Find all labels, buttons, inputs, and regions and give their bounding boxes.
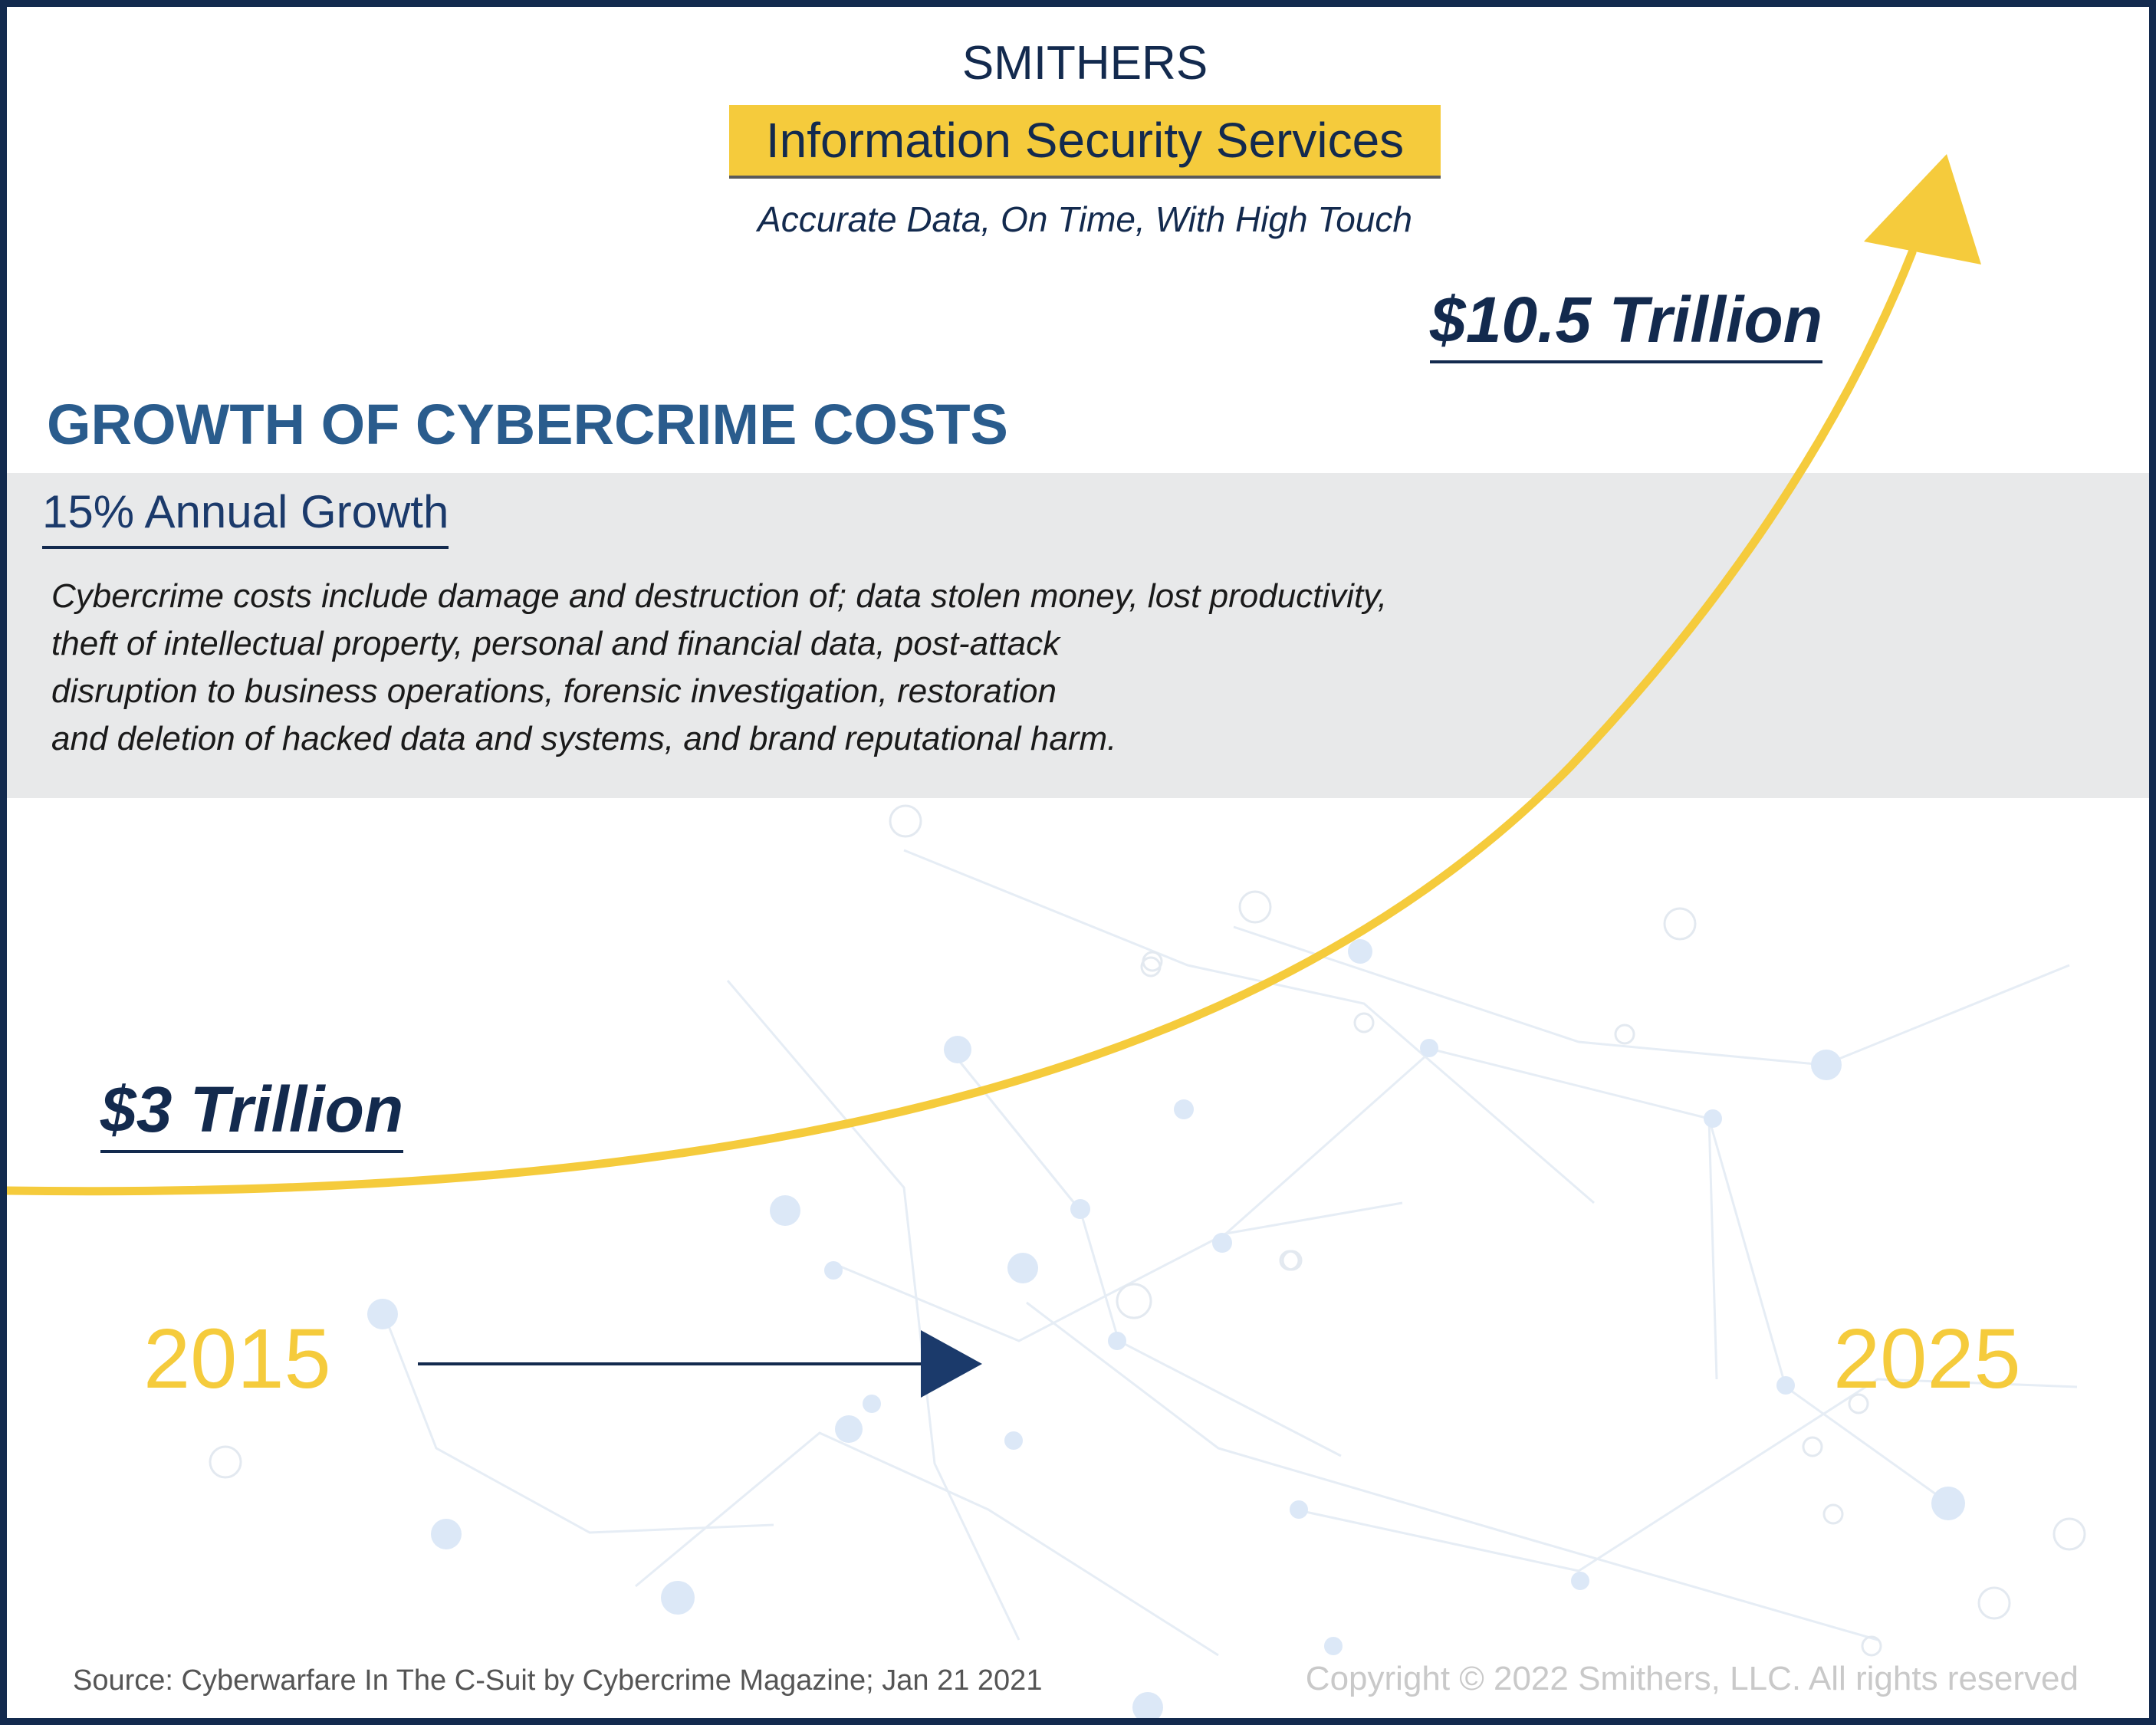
description-line: and deletion of hacked data and systems,…	[51, 720, 1117, 757]
description-line: theft of intellectual property, personal…	[51, 625, 1060, 662]
brand-name: SMITHERS	[961, 37, 1208, 90]
end-amount-label: $10.5 Trillion	[1430, 283, 1822, 363]
service-label: Information Security Services	[765, 113, 1405, 168]
start-amount-label: $3 Trillion	[100, 1073, 404, 1153]
page-title: GROWTH OF CYBERCRIME COSTS	[47, 393, 1008, 456]
start-year-label: 2015	[143, 1312, 331, 1406]
service-banner: Information Security Services	[729, 105, 1441, 179]
description-line: disruption to business operations, foren…	[51, 672, 1057, 710]
description-line: Cybercrime costs include damage and dest…	[51, 577, 1388, 615]
source-note: Source: Cyberwarfare In The C-Suit by Cy…	[73, 1664, 1043, 1697]
timeline-arrow-icon	[418, 1330, 982, 1398]
copyright-note: Copyright © 2022 Smithers, LLC. All righ…	[1305, 1660, 2079, 1697]
growth-arrow-icon	[7, 154, 1981, 1196]
info-panel	[7, 473, 2149, 798]
tagline: Accurate Data, On Time, With High Touch	[758, 199, 1412, 239]
network-background	[209, 804, 2086, 1718]
end-year-label: 2025	[1833, 1312, 2021, 1406]
growth-rate-label: 15% Annual Growth	[42, 485, 449, 549]
